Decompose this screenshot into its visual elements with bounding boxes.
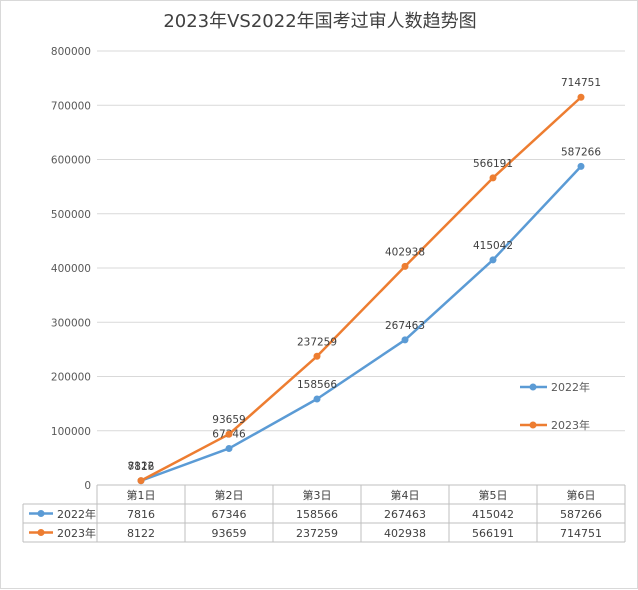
- y-tick-label: 700000: [51, 100, 91, 112]
- data-label: 93659: [212, 414, 245, 426]
- x-category-label: 第1日: [127, 488, 156, 502]
- table-cell-value: 237259: [296, 527, 338, 540]
- table-series-name: 2023年: [57, 526, 96, 540]
- table-cell-value: 267463: [384, 508, 426, 521]
- data-label: 267463: [385, 320, 425, 332]
- table-cell-value: 7816: [127, 508, 155, 521]
- table-cell-value: 402938: [384, 527, 426, 540]
- x-category-label: 第6日: [567, 488, 596, 502]
- table-cell-value: 714751: [560, 527, 602, 540]
- data-label: 415042: [473, 240, 513, 252]
- legend-label: 2023年: [551, 418, 590, 432]
- chart-title: 2023年VS2022年国考过审人数趋势图: [163, 11, 476, 32]
- data-point: [313, 395, 321, 403]
- y-tick-label: 500000: [51, 209, 91, 221]
- y-tick-label: 600000: [51, 155, 91, 167]
- table-cell-value: 8122: [127, 527, 155, 540]
- data-label: 7816: [128, 461, 155, 473]
- legend-key-marker: [529, 383, 537, 391]
- x-category-label: 第4日: [391, 488, 420, 502]
- table-cell-value: 158566: [296, 508, 338, 521]
- table-legend-key-marker: [37, 529, 45, 536]
- legend-label: 2022年: [551, 380, 590, 394]
- table-cell-value: 587266: [560, 508, 602, 521]
- data-table: 第1日 第2日 第3日 第4日 第5日 第6日 2022年 7816 67346 158566 26…: [22, 484, 626, 543]
- data-point: [137, 477, 145, 485]
- data-point: [489, 256, 497, 264]
- data-point: [313, 352, 321, 360]
- y-tick-label: 0: [84, 480, 91, 492]
- gridlines: [97, 50, 625, 432]
- data-label: 566191: [473, 158, 513, 170]
- y-tick-label: 100000: [51, 426, 91, 438]
- data-label: 158566: [297, 379, 337, 391]
- data-label: 402938: [385, 246, 425, 258]
- series-line: [140, 96, 582, 482]
- table-cell-value: 566191: [472, 527, 514, 540]
- y-tick-label: 200000: [51, 372, 91, 384]
- data-label: 587266: [561, 146, 601, 158]
- table-series-name: 2022年: [57, 507, 96, 521]
- y-tick-label: 800000: [51, 46, 91, 58]
- data-point: [401, 336, 409, 344]
- data-point: [577, 93, 585, 101]
- x-category-label: 第5日: [479, 488, 508, 502]
- y-tick-label: 300000: [51, 317, 91, 329]
- data-point: [225, 430, 233, 438]
- y-axis: 0 100000 200000 300000 400000 500000 600000 700…: [51, 46, 91, 492]
- data-label: 237259: [297, 336, 337, 348]
- table-cell-value: 93659: [212, 527, 247, 540]
- data-label: 714751: [561, 77, 601, 89]
- legend-key-marker: [529, 421, 537, 429]
- x-category-label: 第3日: [303, 488, 332, 502]
- data-point: [577, 162, 585, 170]
- legend: 2022年 2023年: [520, 380, 590, 432]
- data-label: 8122: [128, 461, 155, 473]
- data-point: [489, 174, 497, 182]
- x-category-label: 第2日: [215, 488, 244, 502]
- series-group: 7816673461585662674634150425872668122936…: [128, 77, 601, 485]
- table-cell-value: 67346: [212, 508, 247, 521]
- data-point: [401, 262, 409, 270]
- table-legend-key-marker: [37, 510, 45, 517]
- series-line: [140, 165, 582, 482]
- table-cell-value: 415042: [472, 508, 514, 521]
- y-tick-label: 400000: [51, 263, 91, 275]
- data-point: [225, 444, 233, 452]
